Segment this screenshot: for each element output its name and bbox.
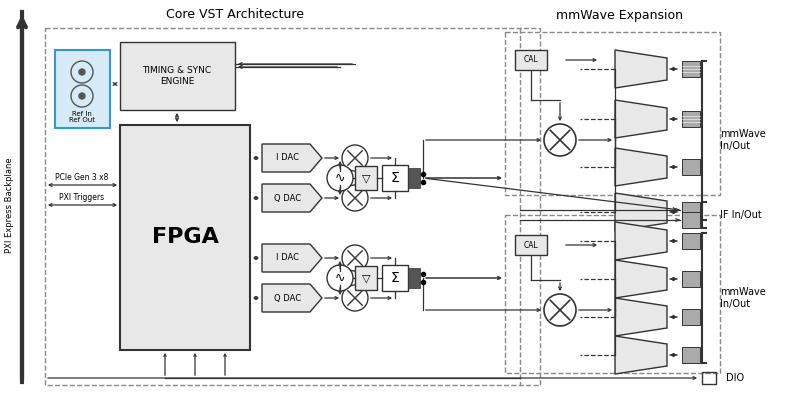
- Circle shape: [71, 85, 93, 107]
- Text: Σ: Σ: [391, 271, 400, 285]
- Circle shape: [342, 145, 368, 171]
- FancyBboxPatch shape: [355, 266, 377, 290]
- Polygon shape: [262, 184, 322, 212]
- Polygon shape: [262, 244, 322, 272]
- Circle shape: [79, 93, 85, 99]
- Text: mmWave
In/Out: mmWave In/Out: [720, 129, 766, 151]
- FancyBboxPatch shape: [682, 159, 700, 175]
- Circle shape: [327, 265, 353, 291]
- FancyBboxPatch shape: [682, 309, 700, 325]
- Text: DIO: DIO: [726, 373, 744, 383]
- Polygon shape: [615, 336, 667, 374]
- Polygon shape: [615, 148, 667, 186]
- Text: TIMING & SYNC
ENGINE: TIMING & SYNC ENGINE: [143, 66, 211, 86]
- FancyBboxPatch shape: [408, 168, 420, 188]
- Text: Σ: Σ: [391, 171, 400, 185]
- Text: mmWave Expansion: mmWave Expansion: [556, 9, 683, 21]
- Text: ∿: ∿: [334, 171, 345, 185]
- Polygon shape: [262, 284, 322, 312]
- FancyBboxPatch shape: [682, 202, 700, 218]
- Circle shape: [544, 294, 576, 326]
- Circle shape: [342, 185, 368, 211]
- Text: Core VST Architecture: Core VST Architecture: [166, 9, 304, 21]
- FancyBboxPatch shape: [515, 50, 547, 70]
- FancyBboxPatch shape: [382, 265, 408, 291]
- FancyBboxPatch shape: [382, 165, 408, 191]
- Circle shape: [342, 285, 368, 311]
- FancyBboxPatch shape: [682, 111, 700, 127]
- Text: ▽: ▽: [362, 173, 370, 183]
- FancyBboxPatch shape: [120, 125, 250, 350]
- Text: Q DAC: Q DAC: [274, 194, 301, 202]
- Polygon shape: [615, 298, 667, 336]
- Text: I DAC: I DAC: [276, 153, 300, 162]
- Text: Q DAC: Q DAC: [274, 294, 301, 303]
- Circle shape: [71, 61, 93, 83]
- Text: ▽: ▽: [362, 273, 370, 283]
- FancyBboxPatch shape: [120, 42, 235, 110]
- Text: PXI Triggers: PXI Triggers: [60, 194, 105, 202]
- Circle shape: [342, 245, 368, 271]
- Text: Ref In
Ref Out: Ref In Ref Out: [69, 111, 95, 124]
- FancyBboxPatch shape: [515, 235, 547, 255]
- FancyBboxPatch shape: [355, 166, 377, 190]
- FancyBboxPatch shape: [55, 50, 110, 128]
- FancyBboxPatch shape: [682, 271, 700, 287]
- Polygon shape: [615, 100, 667, 138]
- FancyBboxPatch shape: [682, 233, 700, 249]
- Text: CAL: CAL: [524, 55, 538, 64]
- FancyBboxPatch shape: [682, 204, 700, 220]
- Text: mmWave
In/Out: mmWave In/Out: [720, 287, 766, 309]
- Circle shape: [327, 165, 353, 191]
- FancyBboxPatch shape: [408, 268, 420, 288]
- FancyBboxPatch shape: [682, 212, 700, 228]
- Circle shape: [79, 69, 85, 75]
- Text: FPGA: FPGA: [152, 227, 218, 247]
- Text: I DAC: I DAC: [276, 254, 300, 262]
- FancyBboxPatch shape: [682, 61, 700, 77]
- Text: PXI Express Backplane: PXI Express Backplane: [6, 157, 15, 253]
- Polygon shape: [615, 222, 667, 260]
- Text: CAL: CAL: [524, 241, 538, 249]
- Text: PCIe Gen 3 x8: PCIe Gen 3 x8: [56, 173, 109, 183]
- Polygon shape: [615, 260, 667, 298]
- Text: ∿: ∿: [334, 271, 345, 284]
- Polygon shape: [262, 144, 322, 172]
- Polygon shape: [615, 50, 667, 88]
- FancyBboxPatch shape: [682, 347, 700, 363]
- Text: IF In/Out: IF In/Out: [720, 210, 762, 220]
- Circle shape: [544, 124, 576, 156]
- Polygon shape: [615, 193, 667, 231]
